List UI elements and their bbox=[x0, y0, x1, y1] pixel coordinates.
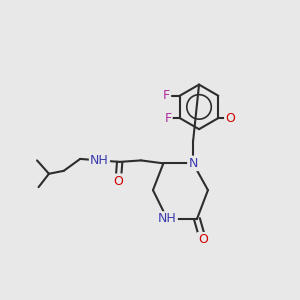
Text: O: O bbox=[198, 233, 208, 246]
Text: O: O bbox=[225, 112, 235, 124]
Text: N: N bbox=[188, 157, 198, 170]
Text: F: F bbox=[164, 112, 171, 124]
Text: O: O bbox=[113, 175, 123, 188]
Text: NH: NH bbox=[158, 212, 177, 226]
Text: NH: NH bbox=[90, 154, 109, 167]
Text: F: F bbox=[163, 89, 170, 102]
